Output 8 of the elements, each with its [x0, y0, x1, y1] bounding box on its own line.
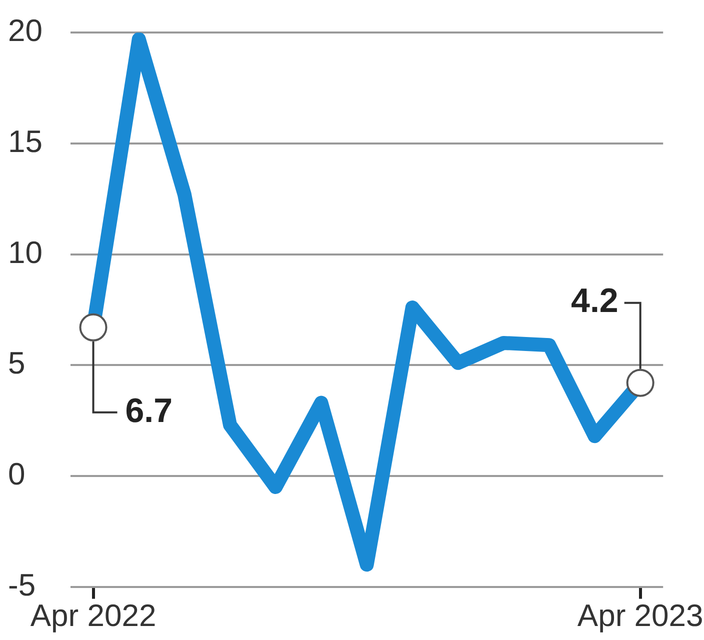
x-tick-label: Apr 2023 [577, 598, 704, 633]
y-tick-label: 10 [8, 234, 42, 270]
y-tick-label: 0 [8, 456, 26, 492]
data-label: 4.2 [571, 282, 618, 320]
y-tick-label: 20 [8, 13, 42, 48]
data-label: 6.7 [125, 392, 173, 430]
y-tick-label: 5 [8, 346, 26, 381]
y-tick-label: 15 [8, 124, 42, 159]
